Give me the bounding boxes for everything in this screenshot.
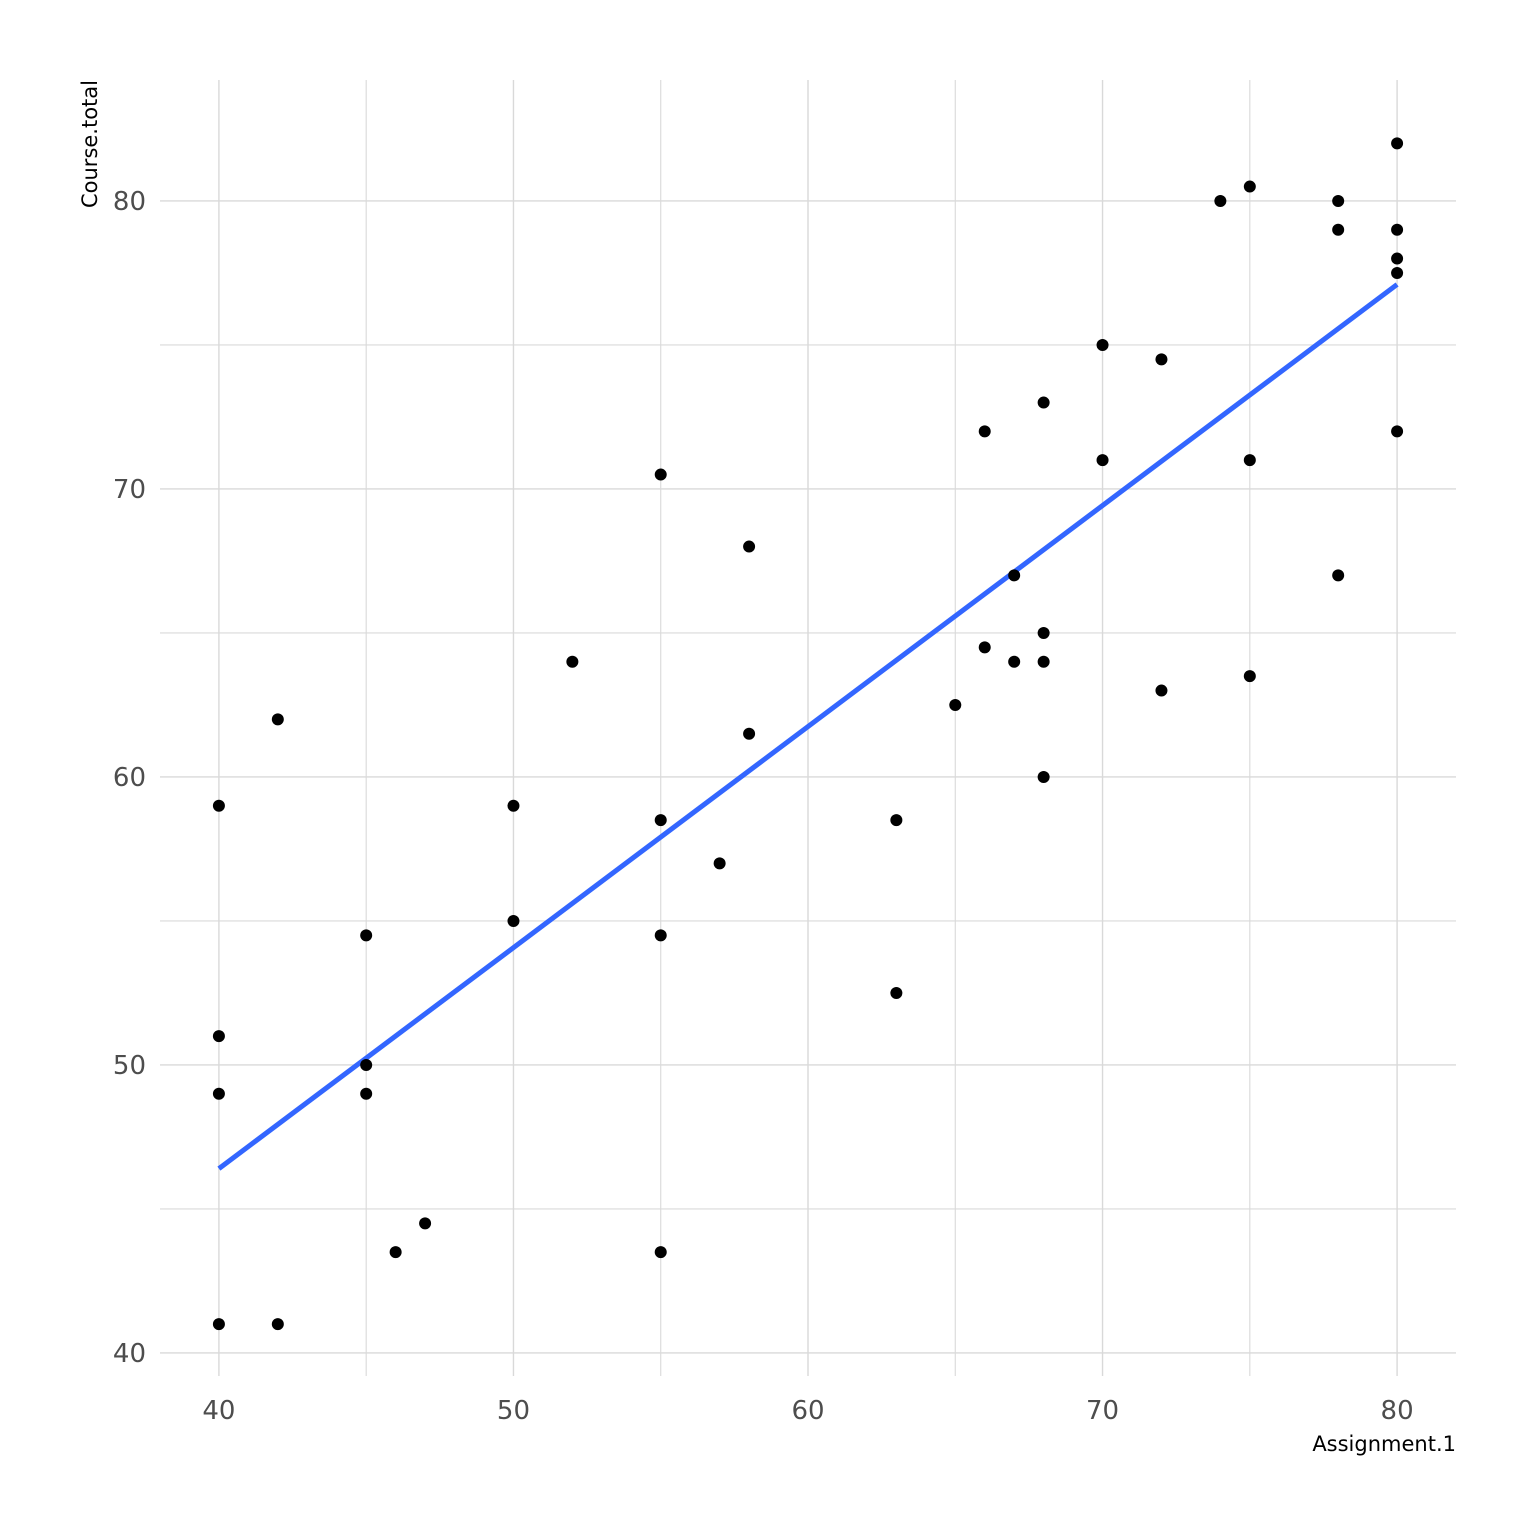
data-point	[978, 425, 991, 438]
trend-line-layer	[217, 282, 1399, 1171]
data-point	[360, 1058, 373, 1071]
data-point	[1037, 626, 1050, 639]
data-point	[1391, 252, 1404, 265]
data-point	[890, 814, 903, 827]
data-point	[360, 929, 373, 942]
regression-line	[217, 282, 1399, 1171]
y-tick-label: 70	[113, 475, 146, 505]
data-point	[566, 655, 579, 668]
data-point	[1243, 454, 1256, 467]
data-point	[1155, 684, 1168, 697]
data-point	[212, 1318, 225, 1331]
data-point	[1008, 655, 1021, 668]
data-point	[1332, 223, 1345, 236]
y-axis-title: Course.total	[78, 80, 102, 208]
x-tick-label: 50	[497, 1396, 530, 1426]
data-point	[271, 1318, 284, 1331]
data-point	[654, 814, 667, 827]
data-point	[1391, 223, 1404, 236]
data-point	[360, 1087, 373, 1100]
data-point	[1037, 770, 1050, 783]
data-point	[713, 857, 726, 870]
data-point	[1037, 396, 1050, 409]
data-point	[1096, 454, 1109, 467]
data-points	[212, 137, 1404, 1331]
data-point	[1214, 194, 1227, 207]
data-point	[743, 727, 756, 740]
data-point	[212, 1030, 225, 1043]
data-point	[1096, 338, 1109, 351]
data-point	[1008, 569, 1021, 582]
data-point	[1391, 266, 1404, 279]
x-tick-label: 80	[1381, 1396, 1414, 1426]
data-point	[654, 468, 667, 481]
y-tick-label: 40	[113, 1339, 146, 1369]
data-point	[1332, 194, 1345, 207]
data-point	[743, 540, 756, 553]
x-axis-title: Assignment.1	[1312, 1432, 1456, 1456]
y-axis-tick-labels: 40 50 60 70 80	[113, 187, 146, 1369]
data-point	[507, 914, 520, 927]
data-point	[1391, 425, 1404, 438]
x-tick-label: 70	[1086, 1396, 1119, 1426]
data-point	[949, 698, 962, 711]
data-point	[1037, 655, 1050, 668]
y-tick-label: 60	[113, 763, 146, 793]
y-tick-label: 80	[113, 187, 146, 217]
grid-lines	[160, 80, 1456, 1376]
data-point	[212, 799, 225, 812]
data-point	[212, 1087, 225, 1100]
data-point	[890, 986, 903, 999]
x-axis-tick-labels: 40 50 60 70 80	[202, 1396, 1413, 1426]
data-point	[1391, 137, 1404, 150]
data-point	[654, 929, 667, 942]
data-point	[1332, 569, 1345, 582]
data-point	[271, 713, 284, 726]
data-point	[389, 1246, 402, 1259]
data-point	[1155, 353, 1168, 366]
data-point	[654, 1246, 667, 1259]
x-tick-label: 60	[791, 1396, 824, 1426]
data-point	[507, 799, 520, 812]
data-point	[1243, 180, 1256, 193]
data-point	[419, 1217, 432, 1230]
x-tick-label: 40	[202, 1396, 235, 1426]
y-tick-label: 50	[113, 1051, 146, 1081]
data-point	[1243, 670, 1256, 683]
data-point	[978, 641, 991, 654]
